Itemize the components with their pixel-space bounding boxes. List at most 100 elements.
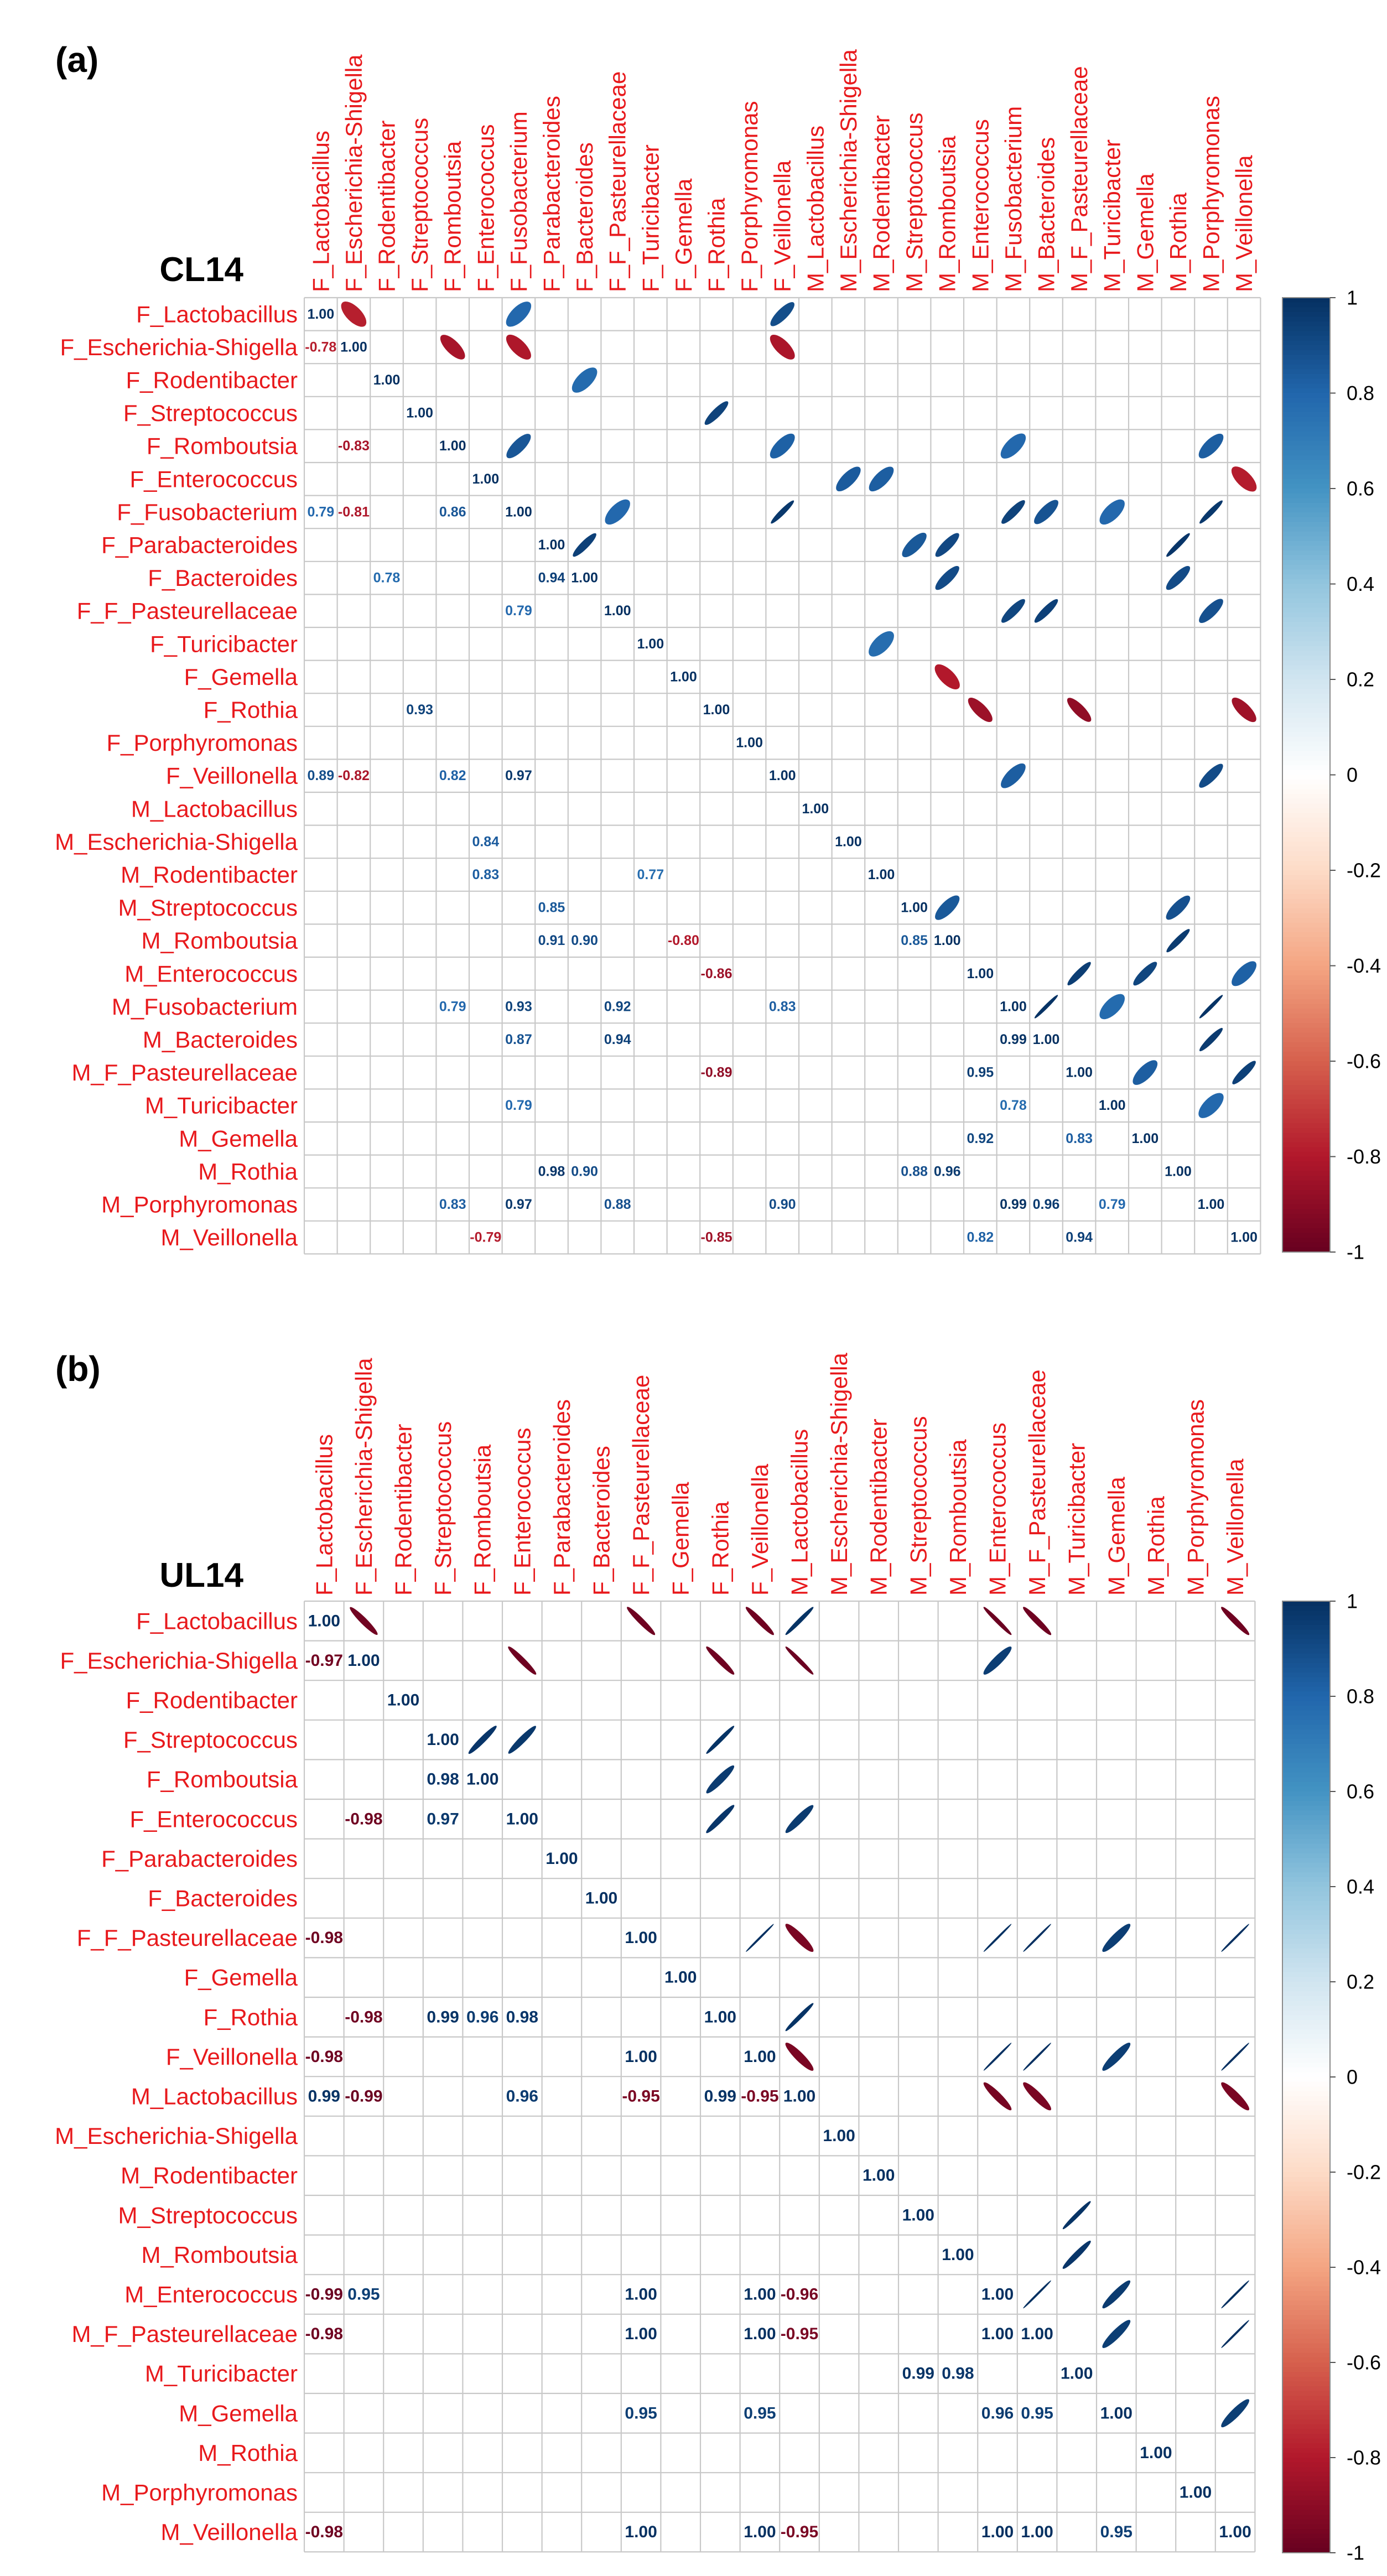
column-label-M_Lactobacillus: M_Lactobacillus <box>802 126 828 292</box>
row-label-M_Fusobacterium: M_Fusobacterium <box>112 994 298 1020</box>
legend-swatch <box>1282 2291 1330 2297</box>
legend-swatch <box>1282 1151 1330 1157</box>
legend-tick-label: 0 <box>1347 2066 1358 2089</box>
coefficient-label-M_Gemella-M_F_Pasteurellaceae: 0.95 <box>1021 2404 1053 2422</box>
legend-swatch <box>1282 1051 1330 1057</box>
legend-swatch <box>1282 2015 1330 2021</box>
correlation-ellipse-F_Escherichia-Shigella-M_Lactobacillus <box>785 1646 814 1675</box>
legend-swatch <box>1282 2281 1330 2287</box>
legend-swatch <box>1282 360 1330 365</box>
legend-swatch <box>1282 402 1330 408</box>
coefficient-label-F_Gemella-F_Gemella: 1.00 <box>670 669 697 684</box>
column-label-F_Bacteroides: F_Bacteroides <box>589 1446 615 1596</box>
coefficient-label-F_Veillonella-F_F_Pasteurellaceae: 1.00 <box>625 2048 657 2066</box>
legend-swatch <box>1282 1748 1330 1754</box>
column-label-F_Gemella: F_Gemella <box>668 1482 694 1596</box>
legend-tick-label: -0.2 <box>1347 2161 1381 2184</box>
legend-tick-label: 0.2 <box>1347 1971 1374 1993</box>
column-label-F_Streptococcus: F_Streptococcus <box>430 1421 456 1596</box>
correlation-ellipse-F_Fusobacterium-M_Turicibacter <box>1099 499 1125 525</box>
coefficient-label-F_Enterococcus-F_Streptococcus: 0.97 <box>427 1810 459 1828</box>
correlation-ellipse-F_Streptococcus-F_Rothia <box>706 1726 735 1754</box>
legend-swatch <box>1282 2458 1330 2463</box>
upper-triangle-ellipses <box>350 1607 1250 2428</box>
legend-swatch <box>1282 2120 1330 2125</box>
legend-swatch <box>1282 960 1330 967</box>
legend-swatch <box>1282 1706 1330 1711</box>
legend-swatch <box>1282 517 1330 523</box>
legend-swatch <box>1282 1233 1330 1238</box>
legend-swatch <box>1282 937 1330 943</box>
coefficient-label-F_Rothia-F_Escherichia-Shigella: -0.98 <box>345 2008 382 2026</box>
legend-swatch <box>1282 1791 1330 1797</box>
coefficient-label-M_F_Pasteurellaceae-M_F_Pasteurellaceae: 1.00 <box>1021 2325 1053 2343</box>
coefficient-label-M_Fusobacterium-F_Romboutsia: 0.79 <box>439 999 466 1014</box>
legend-swatch <box>1282 546 1330 551</box>
correlation-ellipse-F_Parabacteroides-M_Romboutsia <box>935 533 959 557</box>
legend-swatch <box>1282 612 1330 618</box>
legend-swatch <box>1282 512 1330 518</box>
row-label-F_Lactobacillus: F_Lactobacillus <box>136 1608 298 1634</box>
column-label-F_Fusobacterium: F_Fusobacterium <box>506 111 532 292</box>
row-label-F_Rothia: F_Rothia <box>204 697 298 723</box>
legend-swatch <box>1282 426 1330 432</box>
row-label-F_Streptococcus: F_Streptococcus <box>123 400 298 426</box>
legend-swatch <box>1282 822 1330 828</box>
column-label-F_Romboutsia: F_Romboutsia <box>440 141 466 292</box>
coefficient-label-F_Fusobacterium-F_Escherichia-Shigella: -0.81 <box>338 504 370 520</box>
legend-swatch <box>1282 2125 1330 2130</box>
legend-swatch <box>1282 584 1330 589</box>
row-label-F_Romboutsia: F_Romboutsia <box>147 1767 298 1793</box>
legend-swatch <box>1282 345 1330 351</box>
legend-swatch <box>1282 689 1330 694</box>
column-label-M_Enterococcus: M_Enterococcus <box>967 119 993 292</box>
legend-swatch <box>1282 2081 1330 2087</box>
coefficient-label-F_Lactobacillus-F_Lactobacillus: 1.00 <box>307 307 334 322</box>
correlation-ellipse-M_Streptococcus-M_Romboutsia <box>935 895 960 920</box>
legend-swatch <box>1282 2429 1330 2434</box>
legend-swatch <box>1282 307 1330 313</box>
legend-swatch <box>1282 1891 1330 1897</box>
legend-swatch <box>1282 1099 1330 1105</box>
legend-swatch <box>1282 947 1330 952</box>
correlation-ellipse-M_Romboutsia-M_Rothia <box>1166 929 1190 953</box>
coefficient-label-F_Escherichia-Shigella-F_Lactobacillus: -0.97 <box>305 1651 343 1670</box>
coefficient-label-M_Porphyromonas-M_Fusobacterium: 0.99 <box>1000 1197 1027 1212</box>
legend-swatch <box>1282 1834 1330 1840</box>
row-label-F_Gemella: F_Gemella <box>184 664 298 690</box>
coefficient-label-M_Lactobacillus-F_Rothia: 0.99 <box>704 2087 736 2106</box>
legend-tick-label: 0.4 <box>1347 1876 1374 1898</box>
legend-swatch <box>1282 765 1330 771</box>
coefficient-label-M_Fusobacterium-F_F_Pasteurellaceae: 0.92 <box>604 999 631 1014</box>
legend-swatch <box>1282 589 1330 594</box>
legend-swatch <box>1282 502 1330 508</box>
legend-swatch <box>1282 2182 1330 2187</box>
coefficient-label-M_Enterococcus-F_Veillonella: 1.00 <box>744 2286 776 2304</box>
legend-swatch <box>1282 1056 1330 1062</box>
legend-swatch <box>1282 1649 1330 1654</box>
column-label-M_Gemella: M_Gemella <box>1132 173 1158 292</box>
column-label-F_Veillonella: F_Veillonella <box>747 1463 773 1596</box>
correlation-ellipse-M_Fusobacterium-M_Bacteroides <box>1034 995 1058 1019</box>
correlation-ellipse-F_Veillonella-M_Fusobacterium <box>1001 763 1026 788</box>
legend-swatch <box>1282 1882 1330 1887</box>
row-label-F_Bacteroides: F_Bacteroides <box>148 565 298 591</box>
coefficient-label-F_Veillonella-F_Escherichia-Shigella: -0.82 <box>338 768 370 783</box>
legend-swatch <box>1282 2138 1330 2144</box>
legend-swatch <box>1282 2495 1330 2501</box>
legend-swatch <box>1282 522 1330 527</box>
coefficient-label-F_Rodentibacter-F_Rodentibacter: 1.00 <box>387 1691 419 1710</box>
legend-swatch <box>1282 1615 1330 1621</box>
column-label-F_Parabacteroides: F_Parabacteroides <box>539 96 565 292</box>
coefficient-label-F_Bacteroides-F_Bacteroides: 1.00 <box>571 570 598 586</box>
legend-swatch <box>1282 2414 1330 2420</box>
coefficient-label-M_Enterococcus-F_F_Pasteurellaceae: 1.00 <box>625 2286 657 2304</box>
row-label-M_Gemella: M_Gemella <box>179 2400 298 2426</box>
lower-triangle-coefficients: 1.00 1.00 1.00 1.00 1.00 1.00 1.00 1.00 1.00 1.00… <box>305 1612 1251 2541</box>
coefficient-label-F_F_Pasteurellaceae-F_Fusobacterium: 0.79 <box>505 603 532 619</box>
legend-swatch <box>1282 1156 1330 1162</box>
legend-swatch <box>1282 2524 1330 2530</box>
legend-swatch <box>1282 2400 1330 2406</box>
legend-swatch <box>1282 736 1330 742</box>
